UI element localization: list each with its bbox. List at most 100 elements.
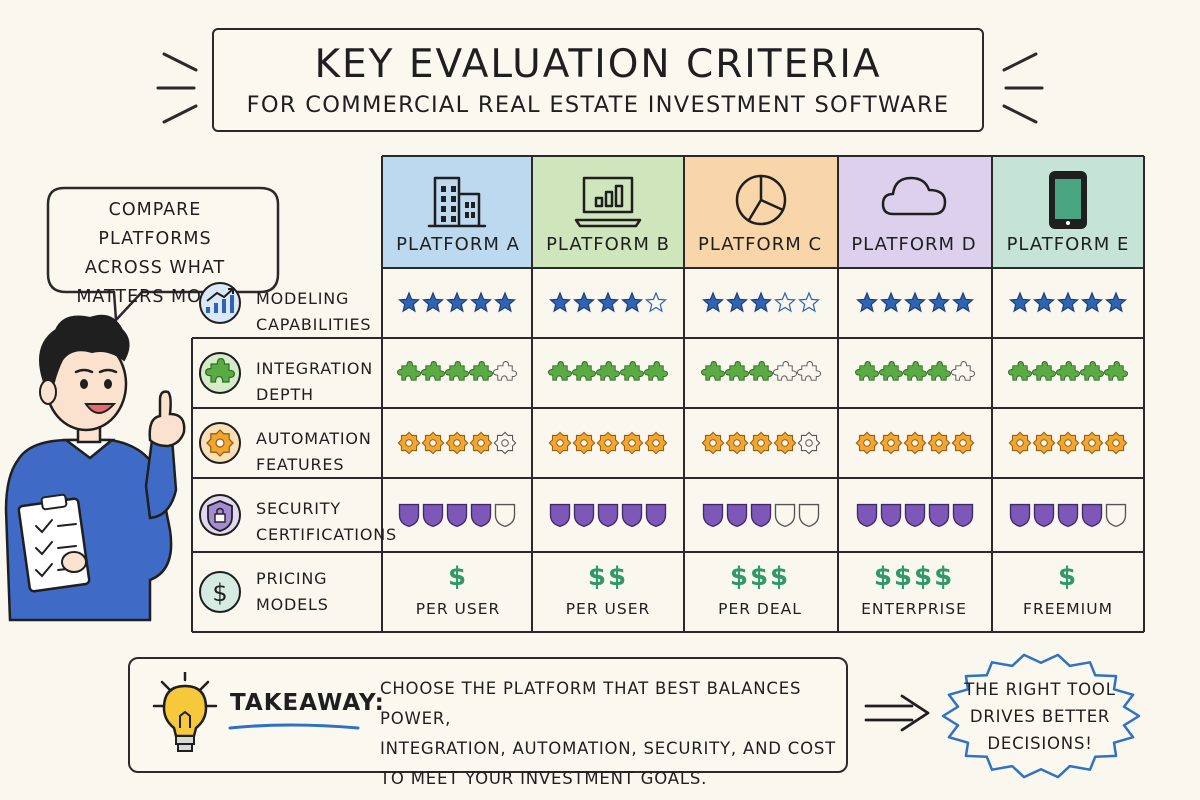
gear-filled-icon [879,431,903,455]
star-filled-icon [1057,291,1079,313]
gear-filled-icon [773,431,797,455]
puzzle-filled-icon [725,361,749,381]
building-icon [427,176,487,228]
gear-filled-icon [855,431,879,455]
star-filled-icon [726,291,748,313]
rating-cell [549,503,667,528]
platform-a-label: PLATFORM A [396,234,520,255]
gear-filled-icon [951,431,975,455]
star-empty-icon [774,291,796,313]
shield-filled-icon [856,503,878,528]
title-box: KEY EVALUATION CRITERIA FOR COMMERCIAL R… [212,28,984,132]
spiky-callout-shape [941,653,1141,779]
puzzle-filled-icon [927,361,951,381]
puzzle-filled-icon [397,361,421,381]
gear-filled-icon [596,431,620,455]
rating-cell [398,291,516,313]
shield-filled-icon [446,503,468,528]
pricing-model-b: PER USER [565,600,651,618]
puzzle-filled-icon [903,361,927,381]
pricing-model-a: PER USER [415,600,501,618]
gear-filled-icon [572,431,596,455]
pricing-symbols-e: $ [1057,562,1079,592]
platform-header-cell [684,156,838,268]
puzzle-empty-icon [773,361,797,381]
star-filled-icon [750,291,772,313]
puzzle-empty-icon [951,361,975,381]
star-filled-icon [621,291,643,313]
shield-filled-icon [928,503,950,528]
criterion-pricing-label: PRICING MODELS [256,569,329,614]
shield-filled-icon [1009,503,1031,528]
rating-cell [397,361,517,381]
rating-cell [397,431,517,455]
star-filled-icon [398,291,420,313]
puzzle-icon [199,352,241,394]
takeaway-text: CHOOSE THE PLATFORM THAT BEST BALANCES P… [380,679,837,788]
svg-text:$: $ [212,579,227,607]
star-filled-icon [856,291,878,313]
puzzle-filled-icon [1080,361,1104,381]
takeaway-box [128,657,848,773]
gear-filled-icon [644,431,668,455]
rating-cell [702,291,820,313]
shield-empty-icon [1105,503,1127,528]
gear-filled-icon [620,431,644,455]
pricing-symbols-c: $$$ [729,562,791,592]
right-arrow-icon [864,694,930,732]
gear-filled-icon [469,431,493,455]
gear-filled-icon [206,429,234,457]
shield-filled-icon [621,503,643,528]
puzzle-filled-icon [469,361,493,381]
pricing-model-c: PER DEAL [718,600,802,618]
shield-filled-icon [470,503,492,528]
platform-header-cell [382,156,532,268]
shield-filled-icon [549,503,571,528]
rating-cell [1008,361,1128,381]
puzzle-filled-icon [620,361,644,381]
platform-e-label: PLATFORM E [1006,234,1130,255]
pricing-symbols-a: $ [447,562,469,592]
platform-header-cell [838,156,992,268]
puzzle-filled-icon [1008,361,1032,381]
shield-empty-icon [494,503,516,528]
rating-cell [856,291,974,313]
gear-icon [199,422,241,464]
gear-filled-icon [1080,431,1104,455]
rating-cell [1008,431,1128,455]
criterion-modeling-label: MODELING CAPABILITIES [256,289,372,334]
right-burst-lines [1002,52,1044,124]
cloud-icon [881,176,947,216]
puzzle-filled-icon [701,361,725,381]
rating-cell [856,503,974,528]
puzzle-filled-icon [596,361,620,381]
pie-chart-icon [735,174,787,226]
gear-filled-icon [749,431,773,455]
star-empty-icon [645,291,667,313]
puzzle-filled-icon [548,361,572,381]
rating-cell [549,291,667,313]
rating-cell [1009,503,1127,528]
shield-filled-icon [398,503,420,528]
dollar-icon: $ [199,571,241,613]
gear-empty-icon [797,431,821,455]
puzzle-empty-icon [493,361,517,381]
rating-cell [701,431,821,455]
left-burst-lines [156,52,198,124]
shield-filled-icon [573,503,595,528]
gear-filled-icon [1008,431,1032,455]
rating-cell [1009,291,1127,313]
star-filled-icon [1009,291,1031,313]
star-filled-icon [880,291,902,313]
takeaway-title: TAKEAWAY: [230,690,385,716]
shield-filled-icon [1057,503,1079,528]
bubble-text: COMPARE PLATFORMS ACROSS WHAT MATTERS MO… [76,200,234,307]
page-title: KEY EVALUATION CRITERIA [314,42,882,87]
star-filled-icon [470,291,492,313]
gear-filled-icon [445,431,469,455]
star-filled-icon [549,291,571,313]
page-subtitle: FOR COMMERCIAL REAL ESTATE INVESTMENT SO… [246,92,950,118]
gear-filled-icon [903,431,927,455]
star-filled-icon [928,291,950,313]
